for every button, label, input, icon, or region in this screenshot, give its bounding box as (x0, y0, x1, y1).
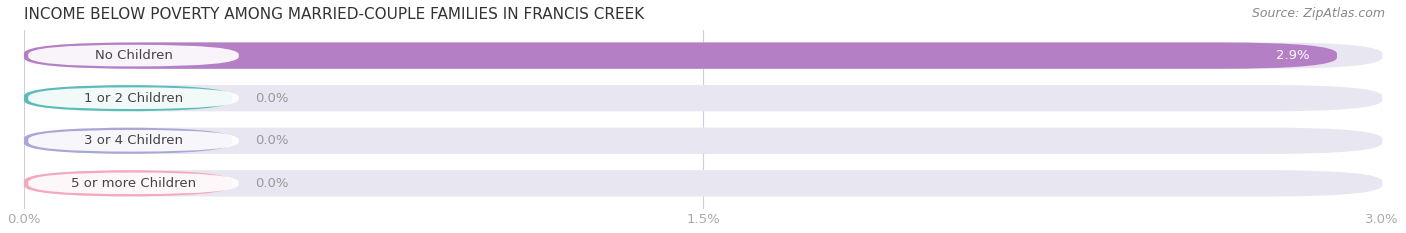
Text: 0.0%: 0.0% (254, 92, 288, 105)
FancyBboxPatch shape (24, 85, 232, 111)
FancyBboxPatch shape (24, 127, 232, 154)
FancyBboxPatch shape (24, 127, 1382, 154)
FancyBboxPatch shape (28, 130, 239, 152)
Text: 0.0%: 0.0% (254, 134, 288, 147)
FancyBboxPatch shape (24, 42, 1382, 69)
Text: 3 or 4 Children: 3 or 4 Children (84, 134, 183, 147)
FancyBboxPatch shape (28, 87, 239, 109)
Text: 5 or more Children: 5 or more Children (70, 177, 195, 190)
Text: 0.0%: 0.0% (254, 177, 288, 190)
FancyBboxPatch shape (24, 170, 1382, 197)
Text: INCOME BELOW POVERTY AMONG MARRIED-COUPLE FAMILIES IN FRANCIS CREEK: INCOME BELOW POVERTY AMONG MARRIED-COUPL… (24, 7, 644, 22)
Text: No Children: No Children (94, 49, 173, 62)
Text: 2.9%: 2.9% (1277, 49, 1310, 62)
FancyBboxPatch shape (24, 170, 232, 197)
Text: 1 or 2 Children: 1 or 2 Children (84, 92, 183, 105)
FancyBboxPatch shape (28, 172, 239, 194)
Text: Source: ZipAtlas.com: Source: ZipAtlas.com (1251, 7, 1385, 20)
FancyBboxPatch shape (28, 45, 239, 66)
FancyBboxPatch shape (24, 42, 1337, 69)
FancyBboxPatch shape (24, 85, 1382, 111)
